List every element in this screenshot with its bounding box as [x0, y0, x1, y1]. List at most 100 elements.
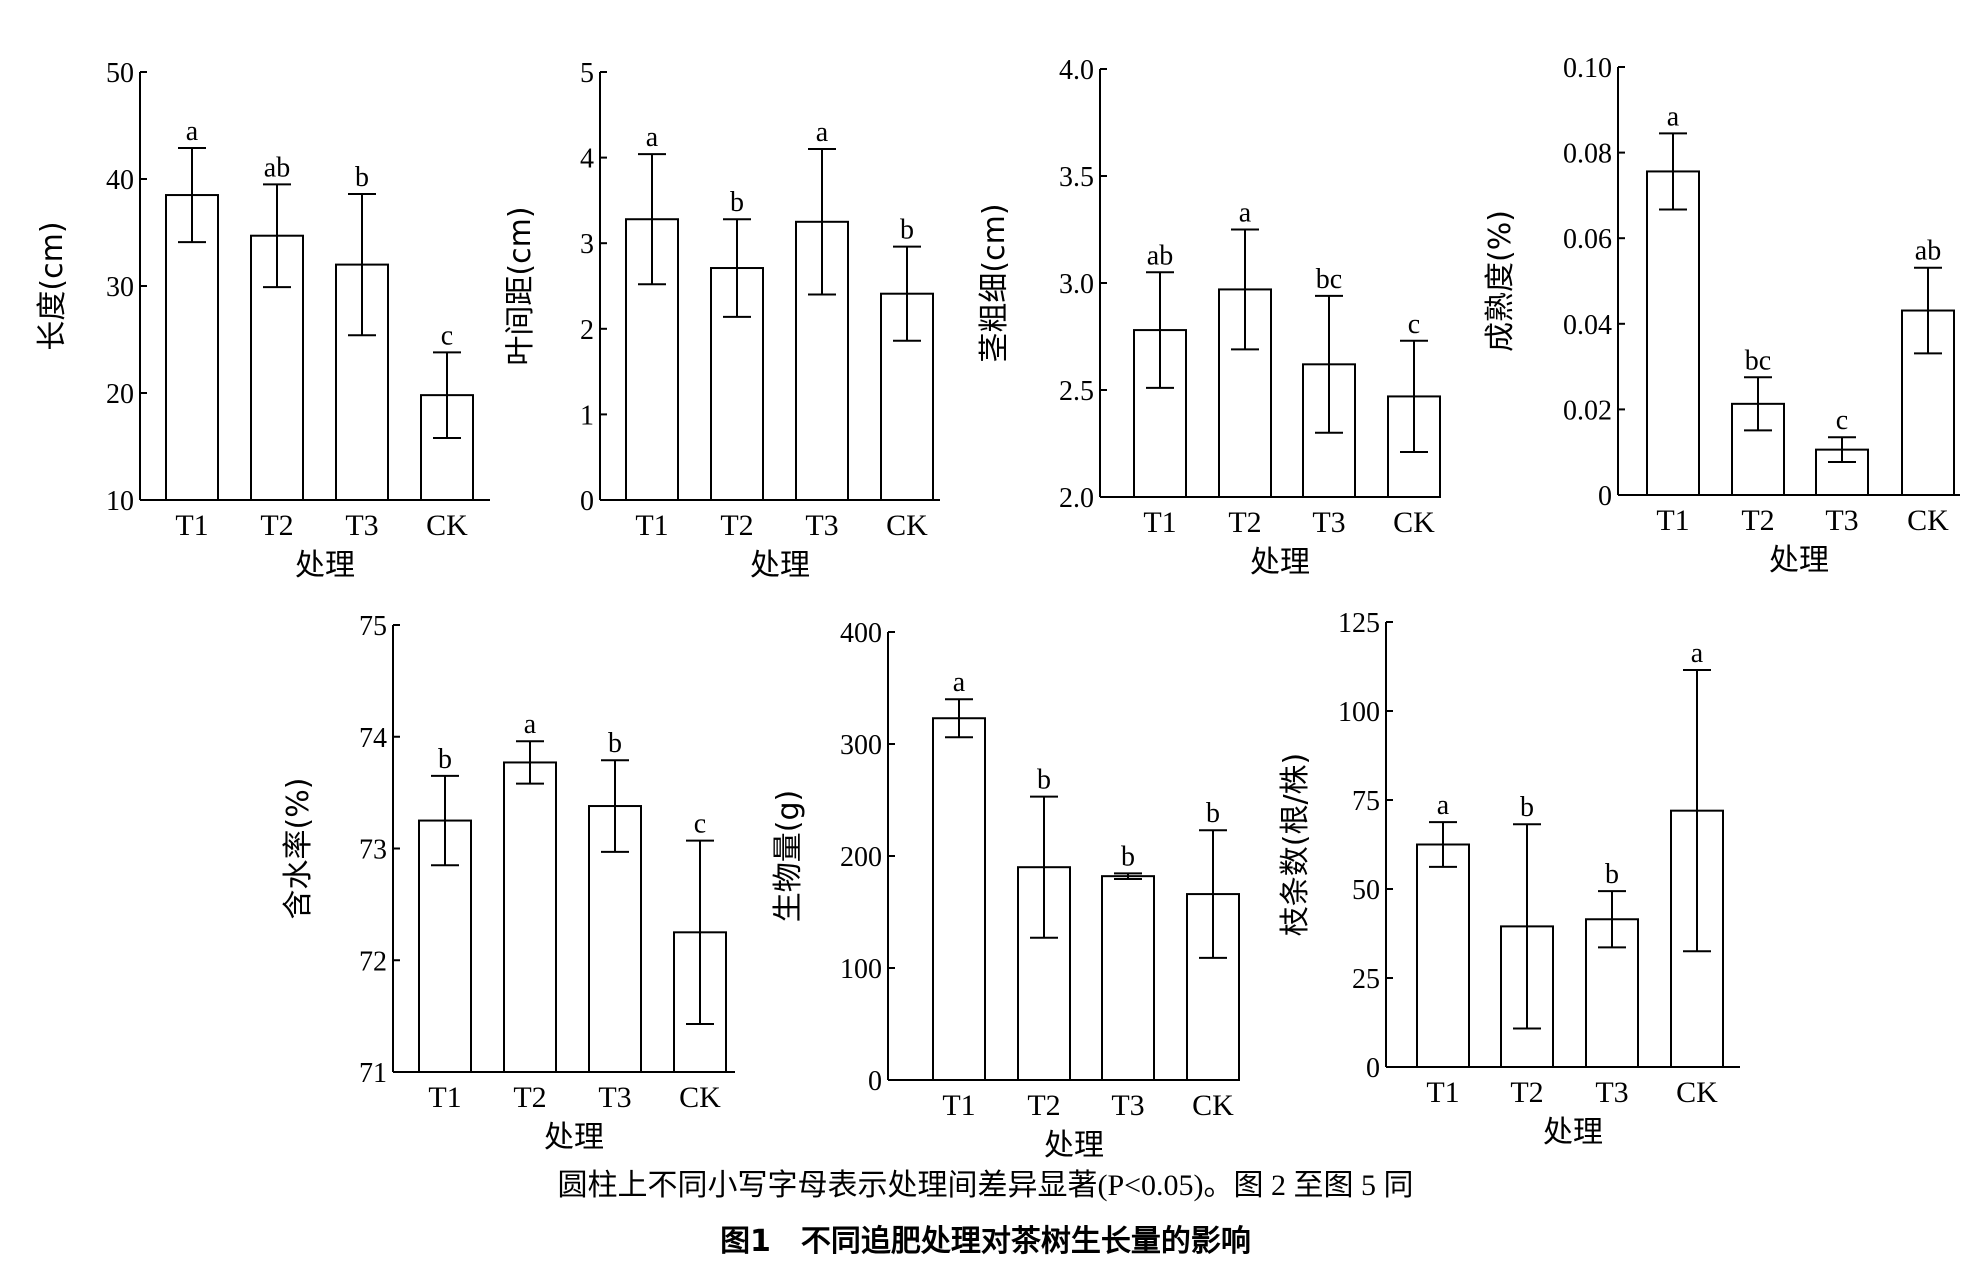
- y-axis-title: 枝条数(根/株): [1278, 753, 1313, 937]
- y-tick-label: 4: [580, 144, 594, 175]
- significance-letter: b: [355, 162, 369, 193]
- x-tick-label: CK: [679, 1081, 721, 1114]
- y-tick-label: 0.02: [1563, 395, 1612, 426]
- significance-letter: ab: [1915, 236, 1941, 267]
- y-tick-label: 50: [106, 58, 134, 89]
- y-tick-label: 2.0: [1059, 483, 1094, 514]
- x-axis-title: 处理: [1769, 543, 1829, 578]
- y-tick-label: 74: [359, 723, 387, 754]
- significance-letter: bc: [1316, 264, 1342, 295]
- x-tick-label: T1: [635, 509, 668, 542]
- x-tick-label: T2: [260, 509, 293, 542]
- x-tick-label: T3: [1595, 1076, 1628, 1109]
- significance-letter: c: [1836, 405, 1848, 436]
- x-tick-label: T1: [175, 509, 208, 542]
- y-tick-label: 400: [840, 618, 882, 649]
- x-tick-label: CK: [1192, 1089, 1234, 1122]
- x-tick-label: T3: [1312, 506, 1345, 539]
- y-tick-label: 0.06: [1563, 224, 1612, 255]
- significance-letter: bc: [1745, 345, 1771, 376]
- significance-letter: c: [694, 809, 706, 840]
- x-tick-label: T1: [1426, 1076, 1459, 1109]
- y-tick-label: 71: [359, 1058, 387, 1089]
- y-axis-title: 茎粗细(cm): [977, 203, 1012, 362]
- y-tick-label: 5: [580, 58, 594, 89]
- significance-letter: a: [1437, 790, 1450, 821]
- y-tick-label: 75: [1352, 786, 1380, 817]
- y-tick-label: 125: [1338, 608, 1380, 639]
- y-tick-label: 50: [1352, 875, 1380, 906]
- y-tick-label: 0: [580, 486, 594, 517]
- x-tick-label: T2: [513, 1081, 546, 1114]
- bar-T1: [1416, 843, 1470, 1068]
- x-tick-label: T1: [1656, 504, 1689, 537]
- y-tick-label: 3.5: [1059, 162, 1094, 193]
- y-axis-title: 生物量(g): [771, 790, 806, 922]
- y-tick-label: 20: [106, 379, 134, 410]
- chart-5: 71 72 73 74 75 b T1 a T2 b T3 c CK 处理 含水率(%): [281, 611, 735, 1155]
- bar-T1: [165, 194, 219, 502]
- significance-letter: b: [608, 728, 622, 759]
- x-tick-label: CK: [426, 509, 468, 542]
- x-tick-label: CK: [1676, 1076, 1718, 1109]
- y-axis-title: 长度(cm): [35, 221, 70, 350]
- y-tick-label: 40: [106, 165, 134, 196]
- chart-4: 0 0.02 0.04 0.06 0.08 0.10 a T1 bc T2 c T3 ab CK 处理 成熟度…: [1483, 53, 1960, 578]
- x-tick-label: T2: [1228, 506, 1261, 539]
- x-tick-label: CK: [886, 509, 928, 542]
- y-tick-label: 3.0: [1059, 269, 1094, 300]
- chart-1: 10 20 30 40 50 a T1 ab T2 b T3 c CK 处理 长度(cm): [35, 58, 490, 583]
- significance-letter: c: [1408, 309, 1420, 340]
- significance-letter: ab: [1147, 240, 1173, 271]
- y-tick-label: 0: [1598, 481, 1612, 512]
- figure-title: 图1 不同追肥处理对茶树生长量的影响: [720, 1224, 1251, 1259]
- chart-3: 2.0 2.5 3.0 3.5 4.0 ab T1 a T2 bc T3 c CK 处理 茎粗细(cm): [977, 55, 1441, 580]
- y-axis-title: 含水率(%): [281, 778, 316, 920]
- chart-6: 0 100 200 300 400 a T1 b T2 b T3 b CK 处理 生物量(g): [771, 618, 1240, 1163]
- x-tick-label: T2: [1741, 504, 1774, 537]
- x-tick-label: T2: [1510, 1076, 1543, 1109]
- figure-note: 圆柱上不同小写字母表示处理间差异显著(P<0.05)。图 2 至图 5 同: [557, 1169, 1414, 1202]
- x-tick-label: T3: [1825, 504, 1858, 537]
- y-tick-label: 2.5: [1059, 376, 1094, 407]
- x-axis-title: 处理: [1543, 1115, 1603, 1150]
- significance-letter: a: [1667, 101, 1680, 132]
- x-axis-title: 处理: [544, 1120, 604, 1155]
- bar-T2: [503, 761, 557, 1073]
- significance-letter: b: [1121, 841, 1135, 872]
- y-tick-label: 0.08: [1563, 139, 1612, 170]
- significance-letter: a: [1239, 198, 1252, 229]
- significance-letter: ab: [264, 152, 290, 183]
- x-tick-label: CK: [1393, 506, 1435, 539]
- x-tick-label: T3: [1111, 1089, 1144, 1122]
- y-tick-label: 25: [1352, 964, 1380, 995]
- significance-letter: a: [816, 117, 829, 148]
- y-tick-label: 100: [840, 954, 882, 985]
- x-axis-title: 处理: [1044, 1128, 1104, 1163]
- significance-letter: b: [1605, 859, 1619, 890]
- significance-letter: b: [730, 187, 744, 218]
- significance-letter: a: [1691, 638, 1704, 669]
- y-tick-label: 10: [106, 486, 134, 517]
- significance-letter: a: [524, 709, 537, 740]
- y-tick-label: 73: [359, 835, 387, 866]
- significance-letter: b: [1206, 798, 1220, 829]
- significance-letter: c: [441, 320, 453, 351]
- y-tick-label: 200: [840, 842, 882, 873]
- y-tick-label: 0.10: [1563, 53, 1612, 84]
- x-tick-label: T3: [598, 1081, 631, 1114]
- y-tick-label: 4.0: [1059, 55, 1094, 86]
- x-tick-label: T1: [1143, 506, 1176, 539]
- y-tick-label: 75: [359, 611, 387, 642]
- x-axis-title: 处理: [750, 548, 810, 583]
- x-axis-title: 处理: [1250, 545, 1310, 580]
- bar-T1: [932, 717, 986, 1081]
- y-tick-label: 100: [1338, 697, 1380, 728]
- significance-letter: b: [438, 744, 452, 775]
- x-tick-label: T1: [942, 1089, 975, 1122]
- significance-letter: b: [1520, 792, 1534, 823]
- y-axis-title: 叶间距(cm): [503, 206, 538, 365]
- y-tick-label: 30: [106, 272, 134, 303]
- significance-letter: a: [953, 667, 966, 698]
